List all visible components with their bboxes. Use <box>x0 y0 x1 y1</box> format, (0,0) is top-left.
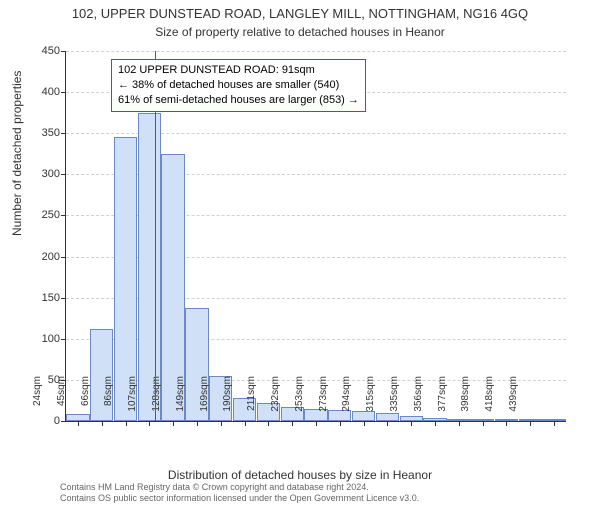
ytick-label: 200 <box>20 251 60 263</box>
gridline <box>66 51 566 52</box>
xtick-label: 169sqm <box>199 376 210 426</box>
xtick-label: 356sqm <box>413 376 424 426</box>
xtick-label: 377sqm <box>437 376 448 426</box>
xtick-label: 439sqm <box>508 376 519 426</box>
ytick-label: 450 <box>20 45 60 57</box>
xtick-label: 232sqm <box>270 376 281 426</box>
ytick-mark <box>61 51 66 52</box>
ytick-mark <box>61 133 66 134</box>
footer-line-2: Contains OS public sector information li… <box>60 493 419 504</box>
ytick-mark <box>61 215 66 216</box>
histogram-bar <box>138 113 161 421</box>
ytick-label: 150 <box>20 292 60 304</box>
ytick-mark <box>61 298 66 299</box>
xtick-label: 273sqm <box>318 376 329 426</box>
info-box-line: ← 38% of detached houses are smaller (54… <box>118 78 359 93</box>
xtick-label: 253sqm <box>294 376 305 426</box>
ytick-label: 300 <box>20 168 60 180</box>
ytick-label: 250 <box>20 209 60 221</box>
ytick-mark <box>61 257 66 258</box>
xtick-label: 335sqm <box>389 376 400 426</box>
xtick-label: 66sqm <box>80 376 91 426</box>
xtick-label: 24sqm <box>32 376 43 426</box>
xtick-label: 315sqm <box>365 376 376 426</box>
xtick-label: 418sqm <box>484 376 495 426</box>
ytick-mark <box>61 92 66 93</box>
xtick-mark <box>530 421 531 426</box>
xtick-label: 190sqm <box>222 376 233 426</box>
x-axis-label: Distribution of detached houses by size … <box>0 468 600 482</box>
ytick-mark <box>61 174 66 175</box>
ytick-label: 400 <box>20 86 60 98</box>
ytick-mark <box>61 339 66 340</box>
footer-line-1: Contains HM Land Registry data © Crown c… <box>60 482 419 493</box>
xtick-label: 398sqm <box>460 376 471 426</box>
xtick-mark <box>173 421 174 426</box>
xtick-label: 128sqm <box>151 376 162 426</box>
xtick-label: 294sqm <box>341 376 352 426</box>
xtick-label: 45sqm <box>56 376 67 426</box>
chart-area: 05010015020025030035040045024sqm45sqm66s… <box>65 51 565 421</box>
info-box: 102 UPPER DUNSTEAD ROAD: 91sqm← 38% of d… <box>111 59 366 112</box>
footer-text: Contains HM Land Registry data © Crown c… <box>60 482 419 504</box>
xtick-mark <box>316 421 317 426</box>
xtick-mark <box>554 421 555 426</box>
xtick-mark <box>197 421 198 426</box>
page-subtitle: Size of property relative to detached ho… <box>0 25 600 39</box>
ytick-label: 350 <box>20 127 60 139</box>
page-title: 102, UPPER DUNSTEAD ROAD, LANGLEY MILL, … <box>0 6 600 21</box>
xtick-label: 211sqm <box>246 376 257 426</box>
ytick-label: 100 <box>20 333 60 345</box>
info-box-line: 102 UPPER DUNSTEAD ROAD: 91sqm <box>118 63 359 78</box>
info-box-line: 61% of semi-detached houses are larger (… <box>118 93 359 108</box>
xtick-label: 107sqm <box>127 376 138 426</box>
xtick-mark <box>78 421 79 426</box>
xtick-mark <box>435 421 436 426</box>
xtick-label: 149sqm <box>175 376 186 426</box>
plot-area: 05010015020025030035040045024sqm45sqm66s… <box>65 51 566 422</box>
xtick-label: 86sqm <box>103 376 114 426</box>
